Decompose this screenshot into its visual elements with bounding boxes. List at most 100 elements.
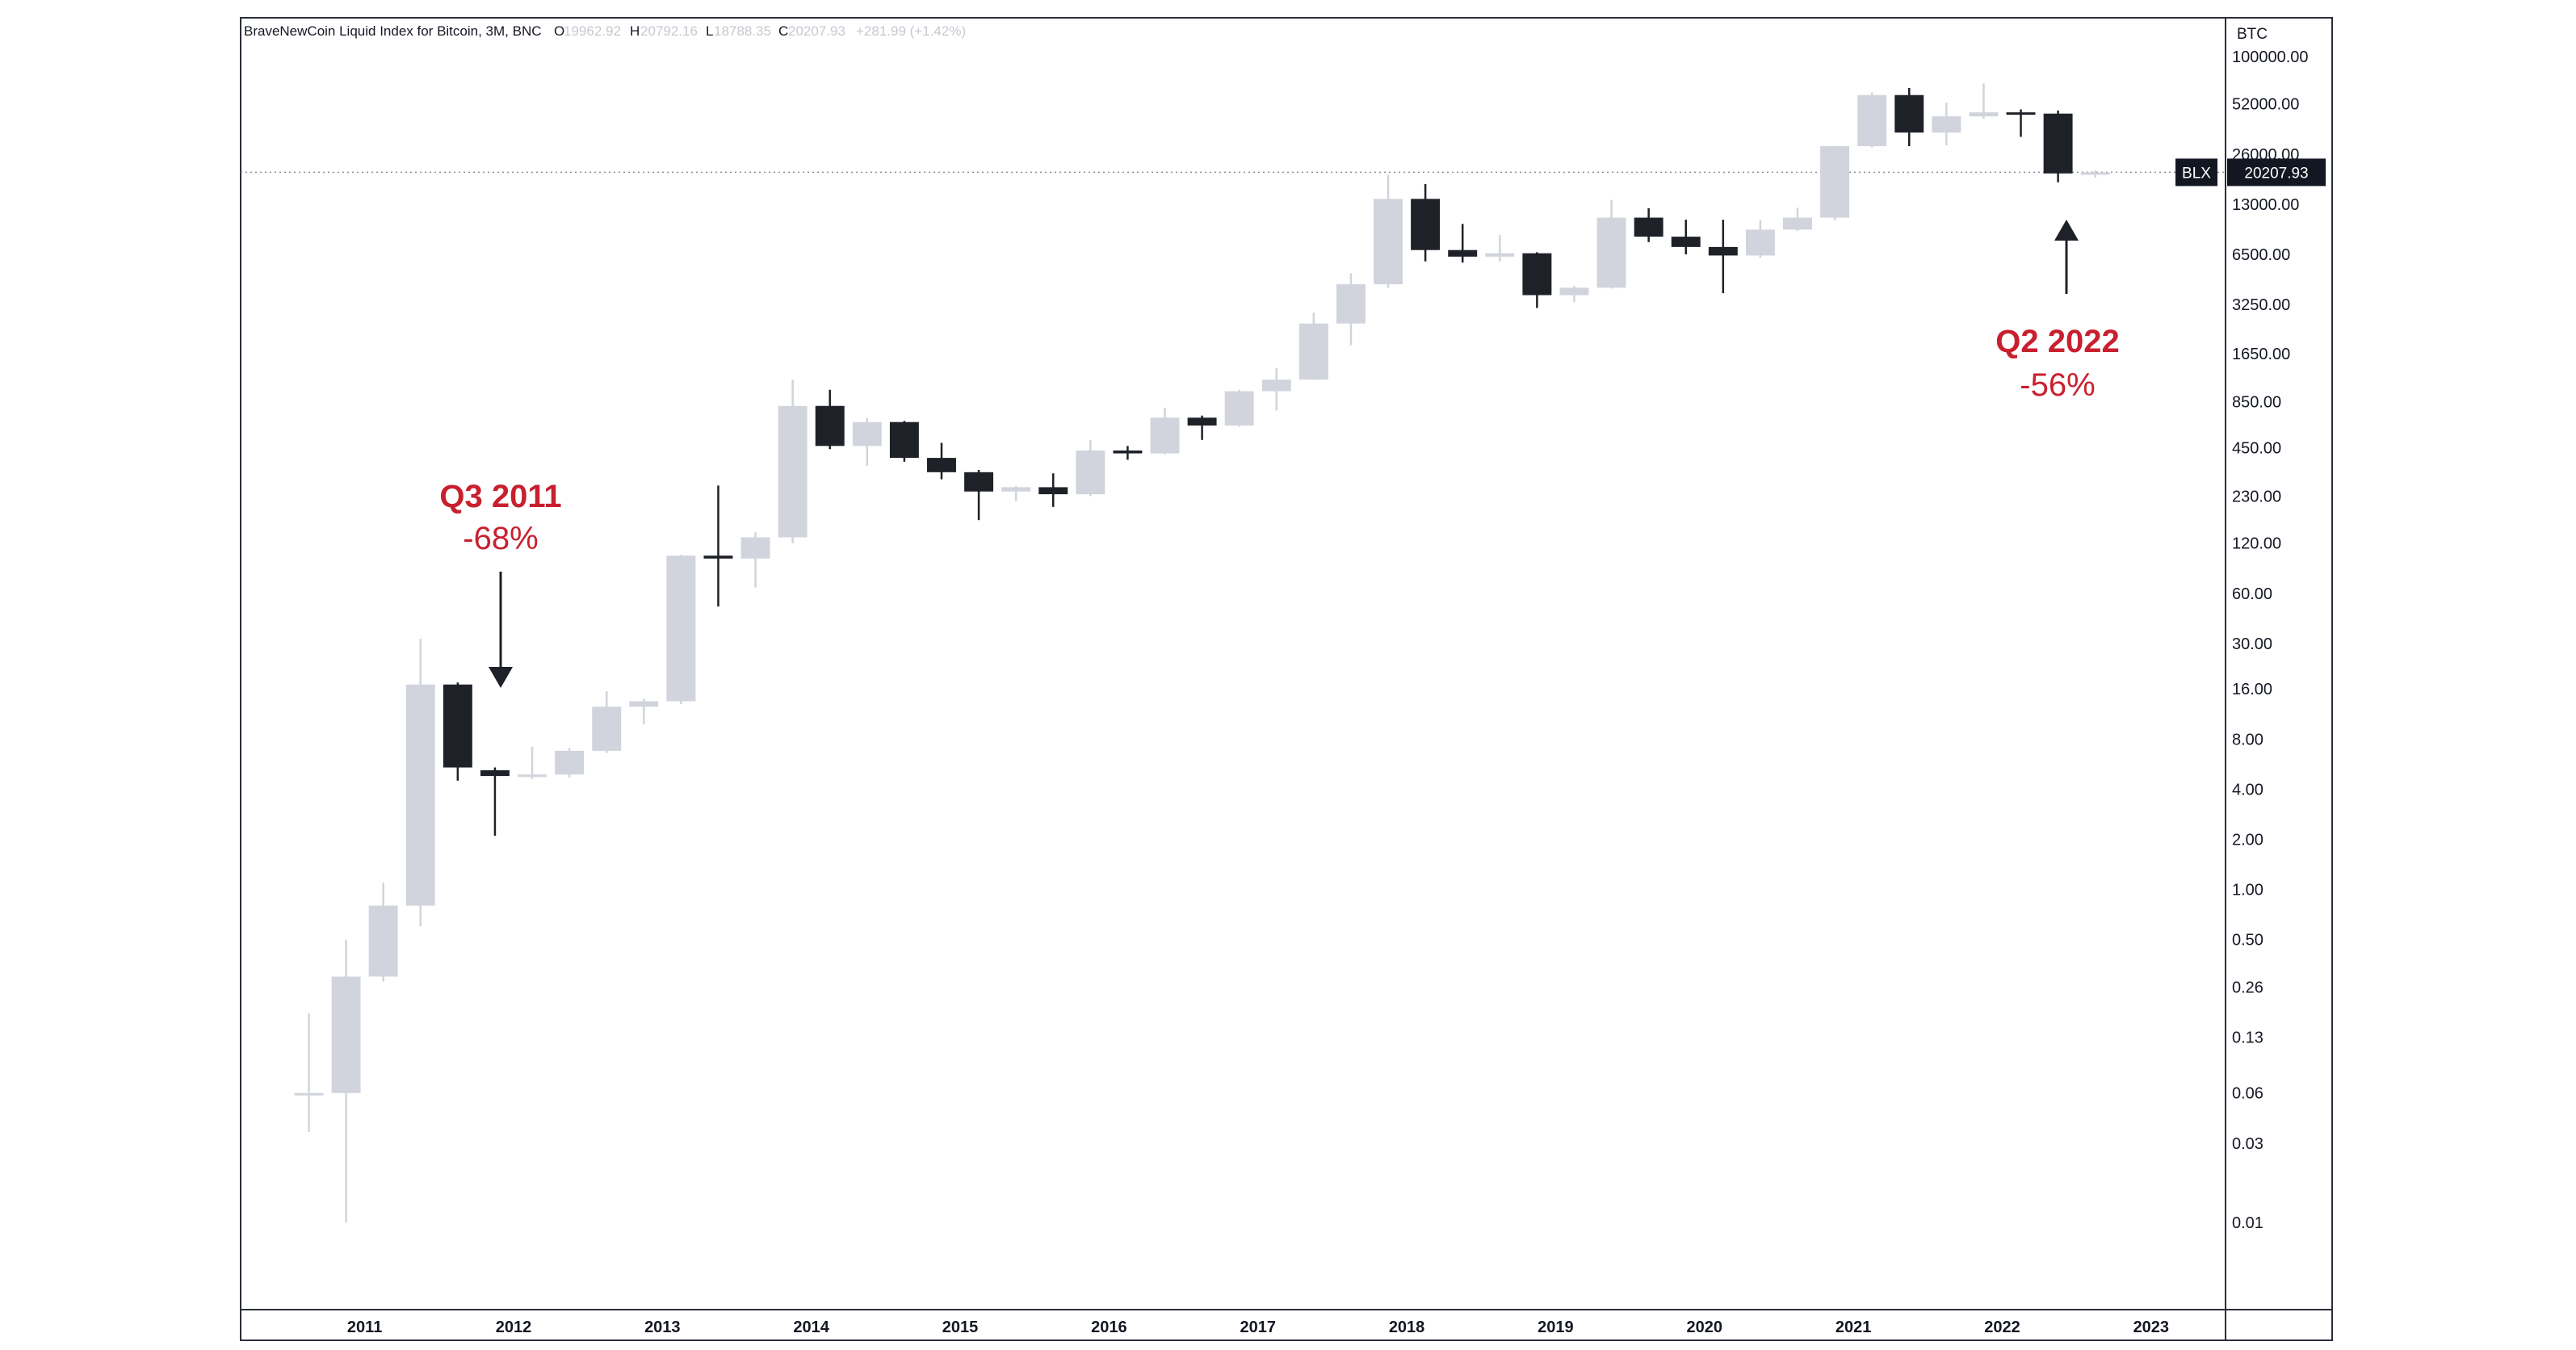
candle (1448, 224, 1478, 263)
candle-body-down (2043, 113, 2073, 174)
annotation-q2-2022: Q2 2022 -56% (1995, 220, 2120, 403)
candle (1485, 235, 1515, 262)
candle-body-up (740, 537, 770, 559)
candle-body-up (1150, 417, 1180, 454)
candle-body-up (592, 706, 622, 751)
candle (1820, 146, 1850, 220)
candle-body-up (518, 774, 547, 778)
candle-body-up (1224, 391, 1254, 426)
tag-symbol-bg (2175, 158, 2217, 187)
candle (331, 939, 361, 1223)
time-tick-label: 2019 (1538, 1319, 1574, 1336)
time-tick-label: 2020 (1687, 1319, 1723, 1336)
price-tick-label: 0.03 (2232, 1135, 2263, 1153)
candle (1113, 446, 1143, 460)
candles (294, 83, 2110, 1223)
time-tick-label: 2014 (793, 1319, 829, 1336)
time-tick-label: 2016 (1091, 1319, 1127, 1336)
price-tick-label: 230.00 (2232, 488, 2281, 505)
candle (852, 417, 882, 466)
close-label: C (778, 23, 788, 39)
annotation-title: Q2 2022 (1995, 324, 2119, 359)
price-tick-label: 30.00 (2232, 635, 2272, 653)
price-tick-label: 0.26 (2232, 979, 2263, 996)
time-tick-label: 2013 (644, 1319, 681, 1336)
candle-body-up (1820, 146, 1850, 218)
price-tick-label: 0.13 (2232, 1029, 2263, 1046)
candle (1783, 208, 1812, 231)
candle-body-down (1634, 217, 1663, 237)
candle-body-down (1671, 237, 1701, 247)
open-value: 19962.92 (564, 23, 621, 39)
candle (555, 748, 585, 778)
price-tick-label: 13000.00 (2232, 196, 2299, 214)
price-tick-label: 100000.00 (2232, 48, 2309, 66)
candle-body-down (815, 405, 845, 447)
candle-body-up (1969, 112, 1999, 117)
candle (964, 470, 994, 521)
price-tick-label: 0.50 (2232, 932, 2263, 950)
time-tick-label: 2022 (1984, 1319, 2020, 1336)
low-label: L (706, 23, 713, 39)
candle (778, 379, 808, 543)
candle-body-up (1559, 287, 1589, 296)
price-tick-label: 6500.00 (2232, 246, 2290, 264)
price-tick-label: 2.00 (2232, 832, 2263, 849)
up-arrow-icon (2054, 220, 2079, 241)
candle-body-down (1522, 253, 1552, 296)
candle-body-up (1298, 323, 1328, 380)
candle (1336, 273, 1366, 346)
candle-body-up (666, 556, 696, 702)
open-label: O (554, 23, 564, 39)
candle-body-up (405, 684, 435, 906)
current-price-tag: BLX 20207.93 (2175, 158, 2326, 187)
candle (592, 691, 622, 753)
candle-body-up (294, 1092, 324, 1096)
candle (405, 639, 435, 927)
candle (1596, 199, 1626, 289)
candle (1374, 174, 1403, 288)
candle-body-down (1894, 94, 1924, 133)
price-tick-label: 4.00 (2232, 781, 2263, 799)
candle-body-up (331, 976, 361, 1093)
annotation-q3-2011: Q3 2011 -68% (439, 479, 562, 688)
candle-body-up (629, 701, 659, 707)
symbol-label: BraveNewCoin Liquid Index for Bitcoin, 3… (244, 23, 542, 39)
candle (889, 421, 919, 462)
candle (294, 1013, 324, 1132)
candle (1932, 103, 1961, 146)
tag-value-bg (2227, 158, 2326, 187)
candle (1634, 208, 1663, 242)
price-tick-label: 52000.00 (2232, 96, 2299, 114)
candle (480, 767, 510, 836)
candle (927, 442, 956, 480)
candle (1969, 83, 1999, 119)
candle-body-up (368, 905, 398, 977)
price-tick-label: 850.00 (2232, 393, 2281, 411)
time-tick-label: 2017 (1240, 1319, 1276, 1336)
candle (1559, 286, 1589, 303)
candle-body-up (1932, 116, 1961, 133)
candle (1298, 312, 1328, 380)
candle-body-up (778, 405, 808, 538)
candle-body-up (1485, 253, 1515, 257)
candle (740, 531, 770, 588)
candle-body-down (927, 458, 956, 472)
price-tick-label: 1.00 (2232, 882, 2263, 899)
price-tick-label: 16.00 (2232, 681, 2272, 698)
candle (1187, 415, 1217, 440)
candle (2006, 109, 2036, 137)
price-tick-label: 120.00 (2232, 535, 2281, 553)
time-axis: 2011 2012 2013 2014 2015 2016 2017 2018 2019 2020… (347, 1319, 2169, 1336)
low-value: 18788.35 (714, 23, 771, 39)
down-arrow-icon (489, 667, 513, 688)
time-tick-label: 2021 (1836, 1319, 1872, 1336)
candle (1708, 220, 1738, 294)
candle-body-up (555, 750, 585, 775)
candle-body-up (1783, 217, 1812, 230)
candle-body-up (1596, 217, 1626, 288)
candle-body-down (964, 472, 994, 492)
candle (1522, 252, 1552, 308)
candle-body-down (1113, 450, 1143, 454)
